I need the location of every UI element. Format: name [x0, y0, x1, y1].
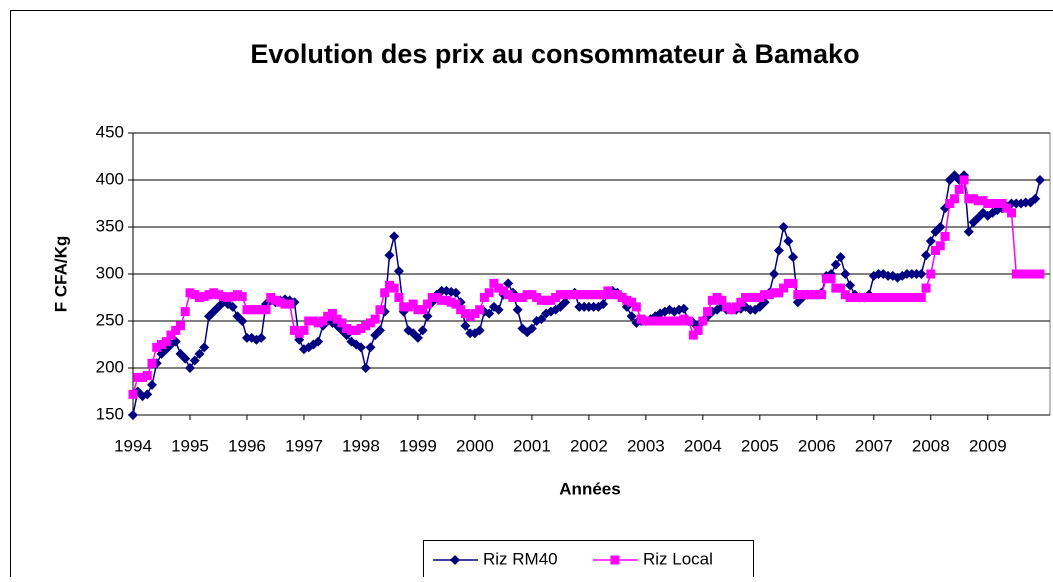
- data-point: [390, 284, 399, 293]
- data-point: [285, 300, 294, 309]
- y-tick-label: 400: [96, 169, 124, 188]
- x-tick-label: 2005: [741, 436, 779, 455]
- data-point: [950, 194, 959, 203]
- x-tick-label: 2008: [912, 436, 950, 455]
- data-point: [176, 321, 185, 330]
- x-tick-label: 1994: [114, 436, 152, 455]
- y-tick-label: 150: [96, 404, 124, 423]
- data-point: [375, 305, 384, 314]
- y-tick-label: 200: [96, 357, 124, 376]
- x-tick-label: 2001: [513, 436, 551, 455]
- data-point: [917, 293, 926, 302]
- x-tick-label: 2000: [456, 436, 494, 455]
- data-point: [475, 305, 484, 314]
- data-point: [817, 290, 826, 299]
- data-point: [299, 326, 308, 335]
- chart-title: Evolution des prix au consommateur à Bam…: [250, 39, 859, 69]
- x-tick-label: 1995: [171, 436, 209, 455]
- data-point: [789, 279, 798, 288]
- x-tick-label: 2006: [798, 436, 836, 455]
- x-tick-label: 1997: [285, 436, 323, 455]
- x-tick-label: 2003: [627, 436, 665, 455]
- legend-label: Riz Local: [643, 549, 713, 568]
- data-point: [181, 307, 190, 316]
- data-point: [941, 232, 950, 241]
- x-tick-label: 2009: [969, 436, 1007, 455]
- data-point: [936, 241, 945, 250]
- data-point: [922, 284, 931, 293]
- data-point: [703, 307, 712, 316]
- x-axis-label: Années: [559, 479, 620, 498]
- data-point: [684, 317, 693, 326]
- data-point: [485, 288, 494, 297]
- data-point: [1007, 208, 1016, 217]
- data-point: [632, 302, 641, 311]
- data-point: [926, 270, 935, 279]
- x-tick-label: 2007: [855, 436, 893, 455]
- data-point: [827, 274, 836, 283]
- y-tick-label: 250: [96, 310, 124, 329]
- data-point: [371, 315, 380, 324]
- data-point: [238, 292, 247, 301]
- legend-marker: [611, 556, 620, 565]
- data-point: [1036, 270, 1045, 279]
- data-point: [960, 176, 969, 185]
- data-point: [129, 390, 138, 399]
- data-point: [955, 185, 964, 194]
- y-tick-label: 450: [96, 122, 124, 141]
- y-tick-label: 300: [96, 263, 124, 282]
- x-tick-label: 1998: [342, 436, 380, 455]
- data-point: [261, 305, 270, 314]
- legend-label: Riz RM40: [483, 549, 558, 568]
- x-tick-label: 2004: [684, 436, 722, 455]
- x-tick-label: 2002: [570, 436, 608, 455]
- data-point: [394, 293, 403, 302]
- x-tick-label: 1996: [228, 436, 266, 455]
- y-tick-label: 350: [96, 216, 124, 235]
- x-tick-label: 1999: [399, 436, 437, 455]
- data-point: [143, 371, 152, 380]
- data-point: [698, 317, 707, 326]
- data-point: [694, 326, 703, 335]
- data-point: [147, 359, 156, 368]
- y-axis-label: F CFA/Kg: [51, 236, 70, 313]
